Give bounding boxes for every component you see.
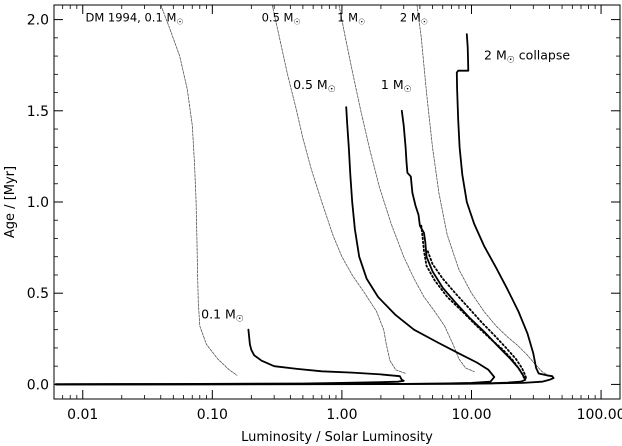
series-line-5 — [54, 328, 405, 386]
x-tick-label: 10.00 — [451, 407, 491, 423]
annotation-label: 1 M☉ — [381, 77, 412, 95]
y-tick-label: 0.0 — [27, 377, 49, 393]
annotation-label: 2 M☉ collapse — [484, 48, 570, 66]
annotation-label: 0.1 M☉ — [201, 307, 244, 325]
y-tick-label: 1.5 — [27, 104, 49, 120]
series-line-8 — [420, 224, 526, 380]
y-axis-ticks: 0.0 0.5 1.0 1.5 2.0 — [27, 13, 620, 393]
x-tick-label: 1.00 — [326, 407, 357, 423]
annotation-label: 2 M☉ — [400, 10, 428, 26]
series-line-2 — [271, 4, 406, 374]
series-line-1 — [160, 4, 238, 376]
plot-frame — [53, 4, 621, 400]
x-tick-label: 0.10 — [197, 407, 228, 423]
annotation-label: 0.5 M☉ — [293, 77, 336, 95]
series-line-7 — [54, 109, 527, 386]
x-axis-title: Luminosity / Solar Luminosity — [241, 430, 433, 445]
annotation-label: 0.5 M☉ — [262, 10, 301, 26]
y-tick-label: 0.5 — [27, 286, 49, 302]
series-line-3 — [338, 4, 475, 372]
plot-lines — [54, 4, 555, 386]
y-axis-title: Age / [Myr] — [3, 166, 18, 238]
annotation-label: 1 M☉ — [337, 10, 365, 26]
series-line-9 — [426, 250, 528, 380]
y-tick-label: 1.0 — [27, 195, 49, 211]
series-line-6 — [54, 106, 496, 386]
x-tick-label: 0.01 — [67, 407, 98, 423]
x-tick-label: 100.00 — [577, 407, 622, 423]
annotations: DM 1994, 0.1 M☉ 0.5 M☉ 1 M☉ 2 M☉ 2 M☉ collap… — [85, 10, 570, 324]
annotation-label: DM 1994, 0.1 M☉ — [85, 10, 183, 26]
x-axis-ticks: 0.01 0.10 1.00 10.00 100.00 — [62, 5, 622, 423]
series-line-4 — [416, 4, 550, 377]
series-line-10 — [54, 33, 555, 386]
y-tick-label: 2.0 — [27, 13, 49, 29]
